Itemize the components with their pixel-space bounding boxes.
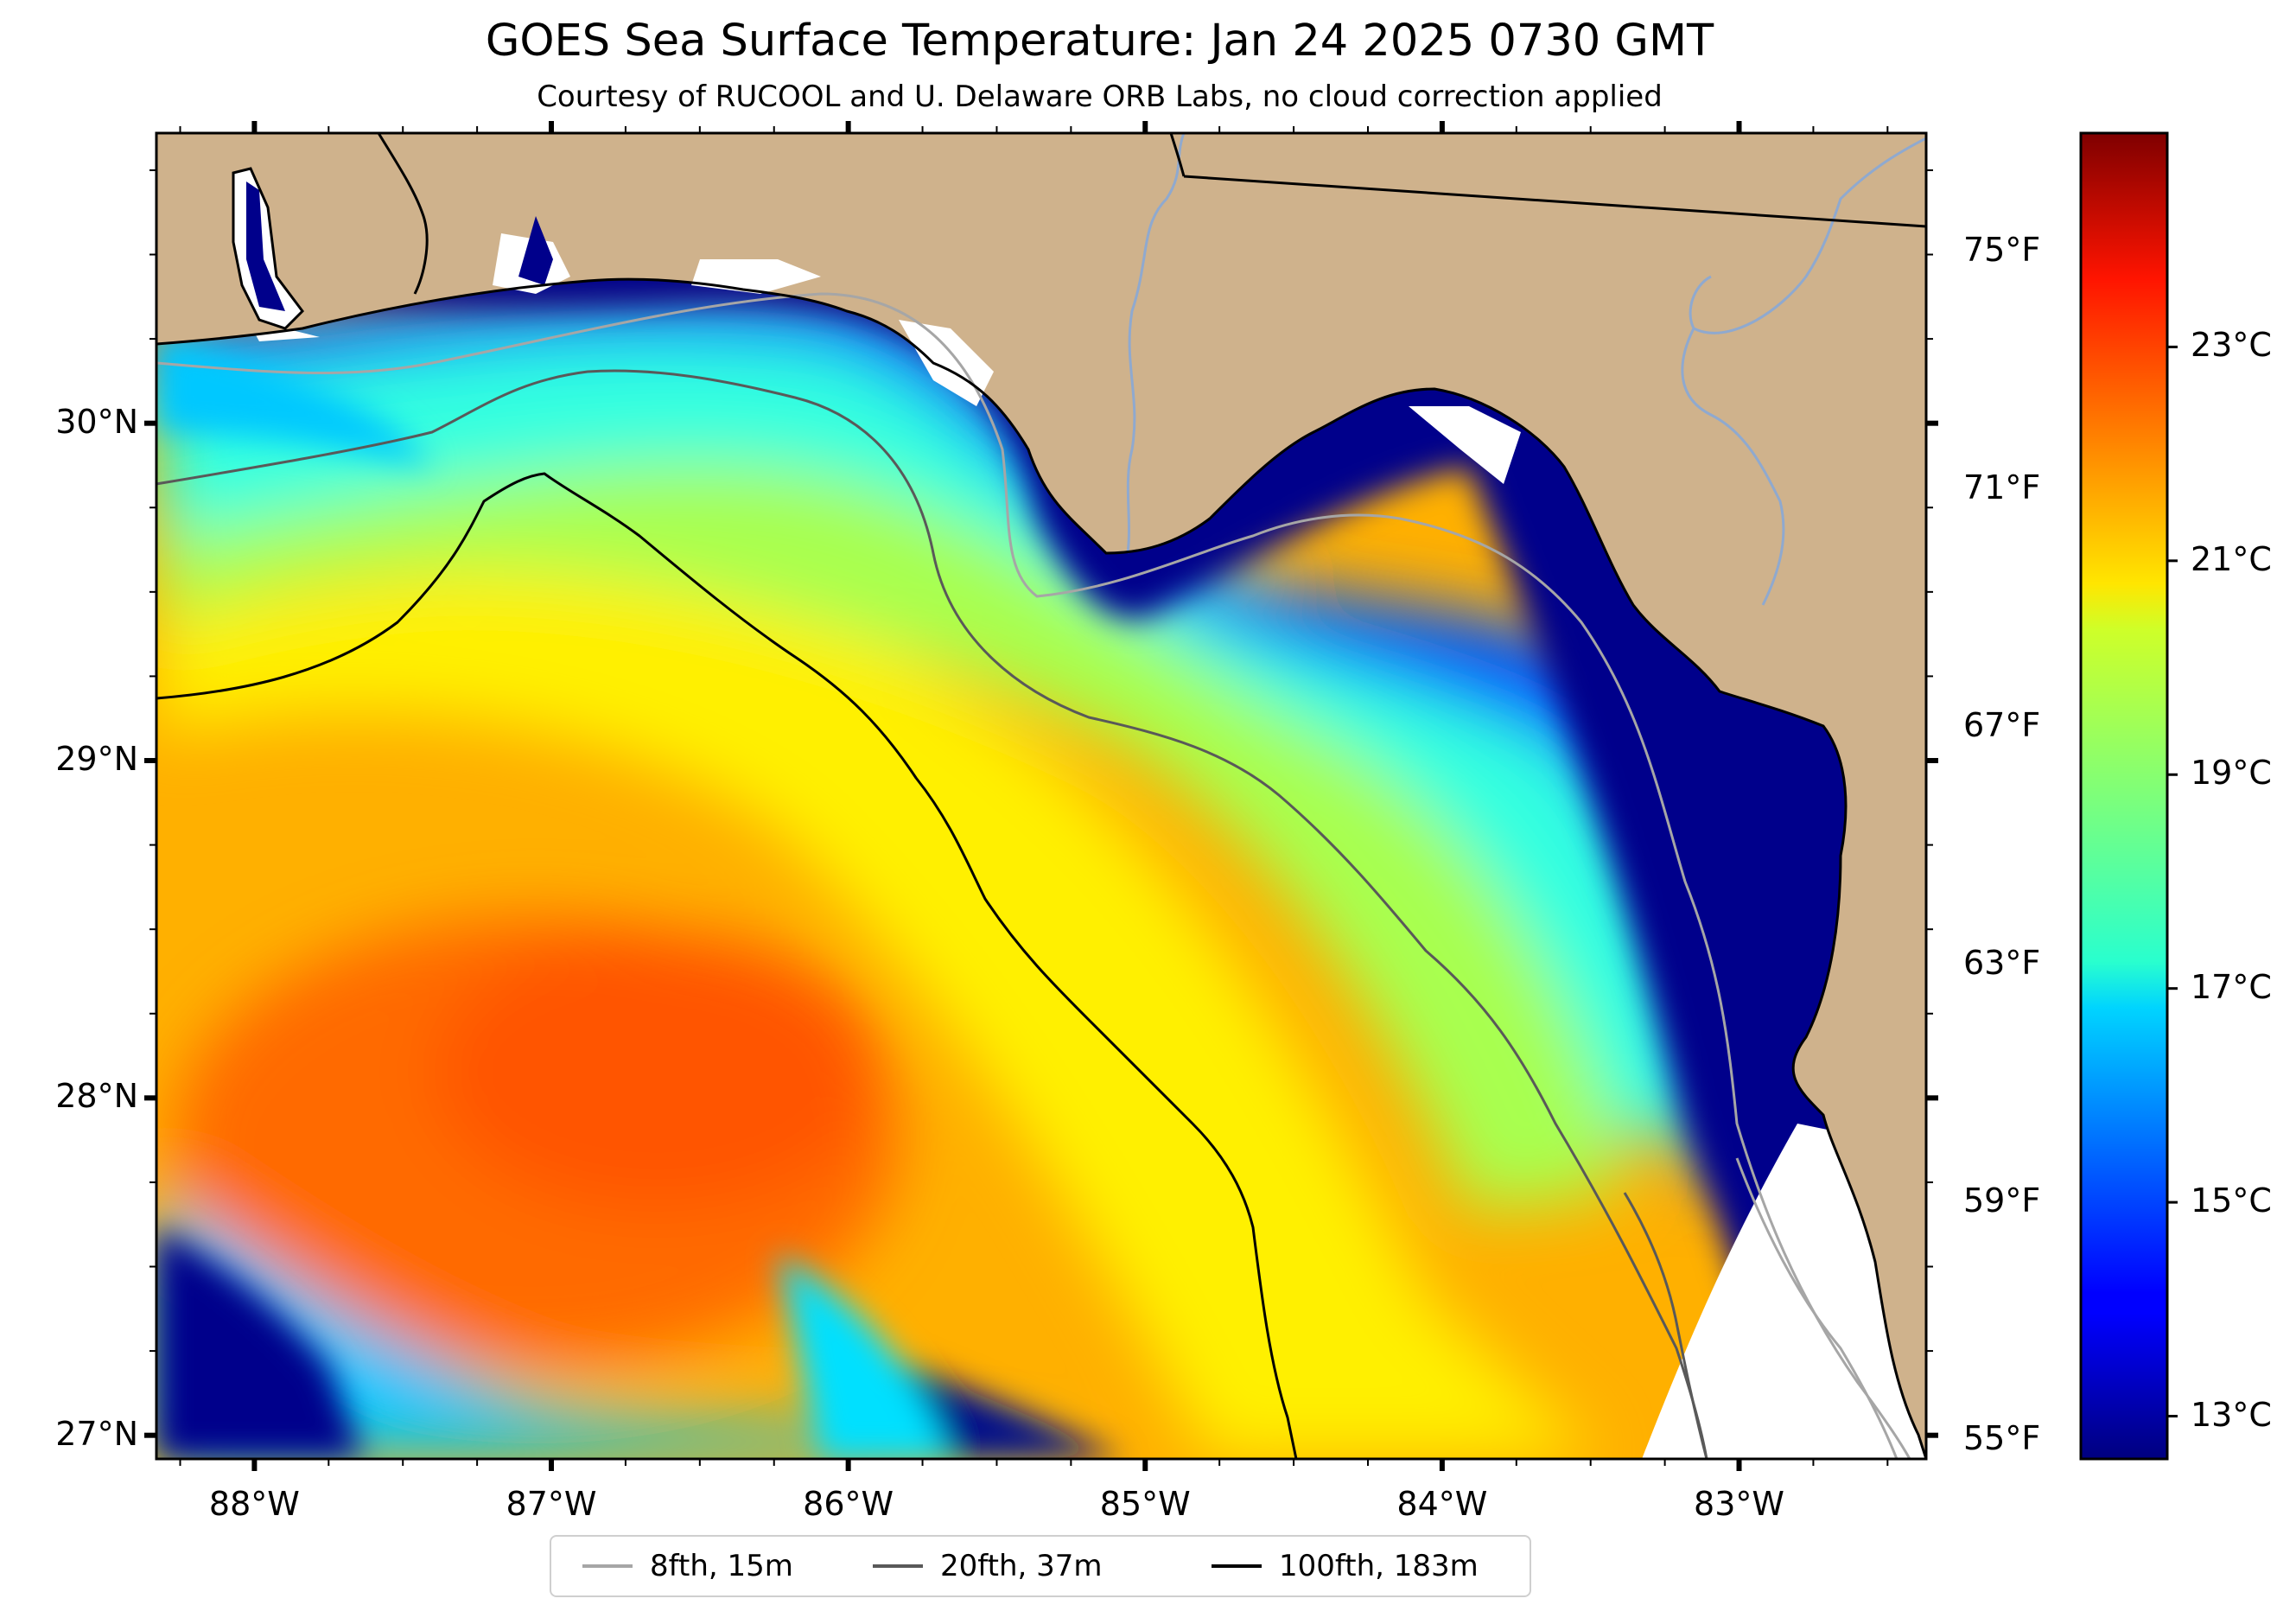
lon-label: 84°W [1396, 1485, 1488, 1523]
map-frame [155, 131, 1928, 1461]
map-title: GOES Sea Surface Temperature: Jan 24 202… [485, 16, 1714, 67]
map-subtitle: Courtesy of RUCOOL and U. Delaware ORB L… [537, 80, 1663, 114]
legend-item-20fth: 20fth, 37m [873, 1537, 1103, 1595]
isobath-8fth [156, 292, 1911, 1459]
lon-label: 86°W [803, 1485, 894, 1523]
colorbar-ticks [2167, 345, 2178, 1418]
map-ticks [144, 121, 1938, 1471]
fahrenheit-label: 75°F [1963, 231, 2041, 270]
legend-item-8fth: 8fth, 15m [582, 1537, 793, 1595]
rivers [1126, 133, 1926, 606]
fahrenheit-label: 59°F [1963, 1181, 2041, 1220]
isobath-lines [156, 292, 1911, 1459]
sst-field [156, 133, 1926, 1459]
isobath-20fth [156, 369, 1708, 1459]
colorbar [2079, 131, 2169, 1461]
fahrenheit-label: 55°F [1963, 1419, 2041, 1457]
celsius-label: 21°C [2191, 539, 2272, 578]
fahrenheit-label: 67°F [1963, 706, 2041, 745]
lon-label: 85°W [1099, 1485, 1191, 1523]
legend-label-20fth: 20fth, 37m [940, 1549, 1103, 1583]
legend-label-100fth: 100fth, 183m [1279, 1549, 1479, 1583]
lon-label: 88°W [208, 1485, 300, 1523]
celsius-label: 17°C [2191, 967, 2272, 1006]
lat-label: 27°N [55, 1414, 138, 1453]
isobath-100fth [156, 472, 1298, 1459]
lat-label: 29°N [55, 740, 138, 778]
celsius-label: 13°C [2191, 1395, 2272, 1434]
lat-label: 30°N [55, 402, 138, 441]
lat-label: 28°N [55, 1077, 138, 1116]
coastline [156, 133, 1926, 1459]
celsius-label: 23°C [2191, 326, 2272, 365]
fahrenheit-label: 63°F [1963, 944, 2041, 983]
legend-item-100fth: 100fth, 183m [1212, 1537, 1479, 1595]
isobath-legend: 8fth, 15m 20fth, 37m 100fth, 183m [550, 1535, 1531, 1597]
legend-line-100fth [1212, 1564, 1262, 1568]
legend-label-8fth: 8fth, 15m [650, 1549, 793, 1583]
lon-label: 87°W [506, 1485, 597, 1523]
celsius-label: 15°C [2191, 1181, 2272, 1220]
legend-line-20fth [873, 1564, 923, 1568]
lon-label: 83°W [1694, 1485, 1784, 1523]
fahrenheit-label: 71°F [1963, 468, 2041, 507]
celsius-label: 19°C [2191, 754, 2272, 793]
legend-line-8fth [582, 1564, 633, 1568]
